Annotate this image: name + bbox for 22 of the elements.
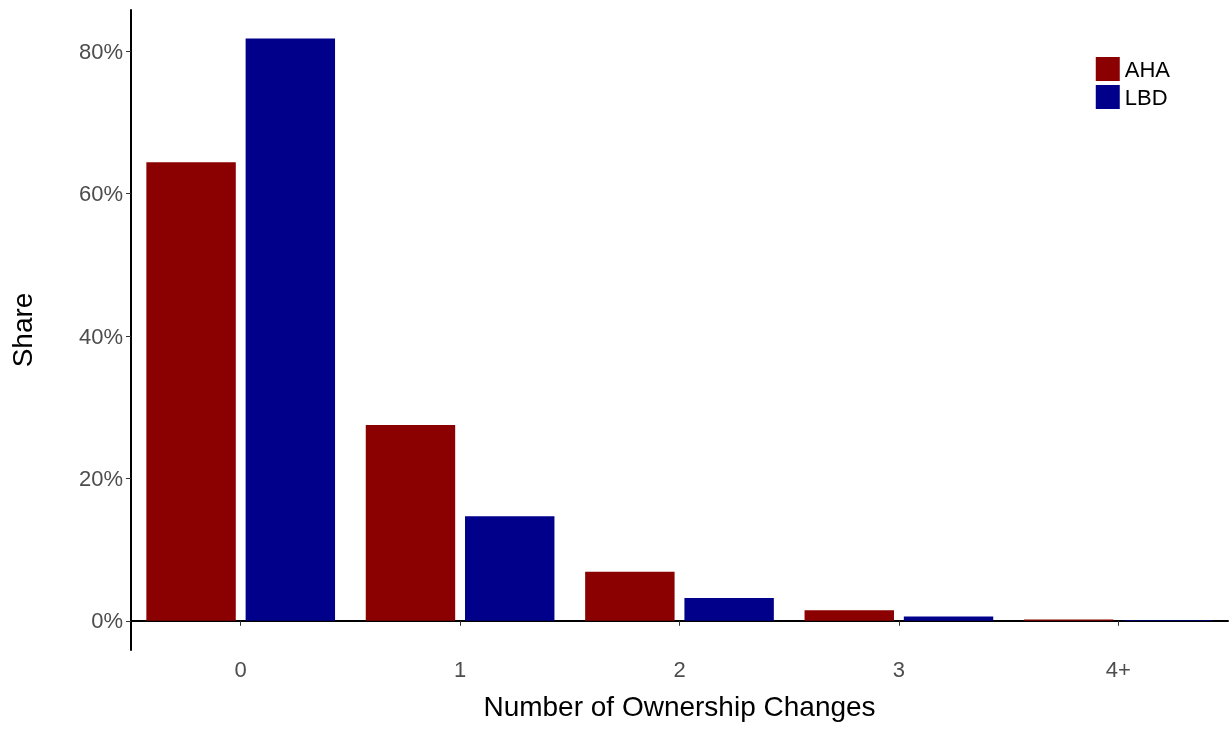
bar bbox=[585, 571, 675, 621]
x-tick-label: 1 bbox=[453, 656, 467, 682]
legend-label: LBD bbox=[1124, 84, 1168, 110]
y-tick-label: 40% bbox=[78, 323, 123, 349]
bar bbox=[804, 610, 894, 621]
x-tick-label: 4+ bbox=[1105, 656, 1131, 682]
x-tick-label: 3 bbox=[892, 656, 906, 682]
x-tick-label: 2 bbox=[673, 656, 686, 682]
x-tick-label: 0 bbox=[234, 656, 247, 682]
y-tick-label: 0% bbox=[91, 608, 123, 634]
bar bbox=[365, 425, 456, 621]
y-axis-title: Share bbox=[6, 292, 38, 368]
x-axis-title: Number of Ownership Changes bbox=[483, 690, 876, 722]
bar bbox=[146, 162, 236, 621]
y-tick-label: 80% bbox=[78, 38, 123, 64]
y-tick-label: 60% bbox=[78, 181, 123, 207]
bar bbox=[245, 38, 336, 621]
y-tick-label: 20% bbox=[78, 465, 123, 491]
legend-label: AHA bbox=[1124, 56, 1171, 82]
bar bbox=[465, 516, 555, 621]
bar bbox=[684, 598, 774, 621]
bar bbox=[903, 616, 994, 621]
